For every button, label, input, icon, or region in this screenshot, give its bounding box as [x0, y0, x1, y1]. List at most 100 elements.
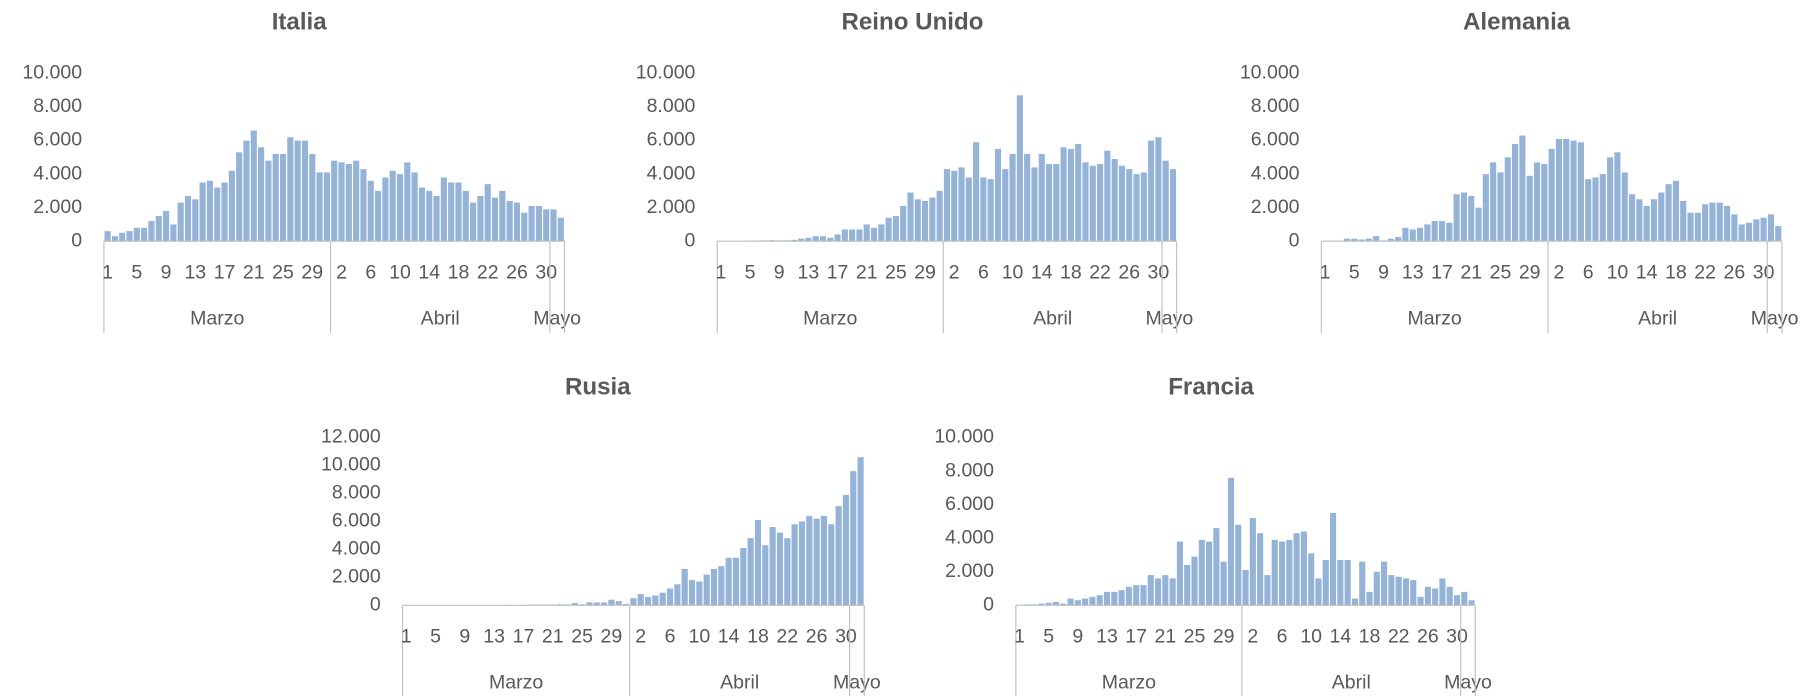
x-tick-label: 1 [1014, 626, 1025, 648]
bar [1760, 217, 1767, 242]
bar [914, 199, 921, 242]
bar [1089, 165, 1096, 242]
bar [951, 170, 958, 242]
y-tick-label: 8.000 [945, 459, 994, 481]
bar [258, 147, 265, 242]
bar [1526, 175, 1533, 242]
bar [1300, 531, 1307, 606]
bar [1308, 553, 1315, 606]
y-tick-label: 8.000 [1251, 95, 1300, 117]
bar [943, 169, 951, 242]
bar [1097, 164, 1104, 242]
bar [819, 236, 827, 242]
bar [1343, 238, 1351, 242]
bar [885, 217, 892, 242]
bar [798, 238, 805, 242]
bar [973, 142, 980, 242]
bar [929, 197, 936, 242]
bar [1278, 541, 1286, 606]
bar [1628, 194, 1636, 242]
group-label: Abril [720, 672, 759, 694]
bar [1089, 596, 1096, 606]
x-tick-label: 26 [506, 262, 528, 284]
group-label: Mayo [1444, 672, 1492, 694]
bar [841, 229, 848, 242]
x-tick-label: 18 [1359, 626, 1381, 648]
y-tick-label: 2.000 [1251, 196, 1300, 218]
bar [1373, 236, 1380, 242]
group-label: Mayo [533, 307, 581, 329]
bar [367, 180, 374, 242]
x-tick-label: 9 [1378, 262, 1389, 284]
bar [1424, 586, 1431, 606]
x-tick-label: 21 [1154, 626, 1176, 648]
chart-title: Alemania [1463, 8, 1571, 35]
bar [813, 518, 820, 606]
bar [1126, 169, 1133, 242]
bar [345, 164, 352, 242]
bar [1242, 570, 1249, 606]
bar [1438, 221, 1446, 242]
x-tick-label: 22 [1388, 626, 1410, 648]
x-tick-label: 13 [798, 262, 820, 284]
bar [747, 538, 754, 606]
bar [535, 205, 542, 242]
bar [1184, 565, 1191, 606]
bar [776, 532, 784, 606]
bar [184, 195, 192, 242]
bar [1344, 559, 1351, 606]
bar [1482, 174, 1489, 242]
bar [287, 137, 294, 242]
group-label: Mayo [1145, 307, 1193, 329]
bar [411, 172, 418, 242]
bar [1103, 591, 1111, 606]
bar [506, 200, 513, 242]
bar [499, 190, 506, 242]
bar [1381, 561, 1388, 606]
bar [1162, 575, 1169, 606]
bar [1490, 162, 1497, 242]
x-tick-label: 17 [1125, 626, 1147, 648]
bar [1337, 559, 1344, 606]
bar [1716, 202, 1723, 242]
y-tick-label: 2.000 [33, 196, 82, 218]
bar [1709, 202, 1716, 242]
bar [922, 200, 929, 242]
x-tick-label: 5 [1043, 626, 1054, 648]
bar [1366, 591, 1373, 606]
y-tick-label: 0 [983, 593, 994, 615]
bar [1409, 229, 1416, 242]
bar [907, 192, 914, 242]
bar [1424, 224, 1431, 242]
y-tick-label: 10.000 [321, 454, 381, 476]
bar [1075, 143, 1082, 242]
bar [1738, 224, 1745, 242]
x-tick-label: 29 [1213, 626, 1235, 648]
bar [571, 603, 578, 606]
bar [863, 224, 870, 242]
bar [1162, 160, 1169, 242]
x-tick-label: 25 [1184, 626, 1206, 648]
bar [1038, 603, 1045, 606]
x-tick-label: 25 [571, 626, 593, 648]
bar [1249, 518, 1256, 606]
bar [1067, 598, 1074, 606]
chart-title: Italia [272, 8, 328, 35]
bar [272, 153, 279, 242]
bar [1293, 533, 1300, 606]
x-tick-label: 1 [401, 626, 412, 648]
bar [236, 152, 243, 242]
y-tick-label: 0 [370, 593, 381, 615]
bar [637, 594, 644, 606]
bar [1096, 595, 1103, 606]
bar [1074, 600, 1081, 606]
bar [1067, 148, 1074, 242]
y-tick-label: 0 [1289, 229, 1300, 251]
bar [265, 160, 272, 242]
bar [1191, 556, 1198, 606]
bar [1658, 192, 1665, 242]
bar [1614, 152, 1621, 242]
bar [148, 221, 155, 242]
bar [1468, 600, 1475, 606]
bar [900, 205, 907, 242]
